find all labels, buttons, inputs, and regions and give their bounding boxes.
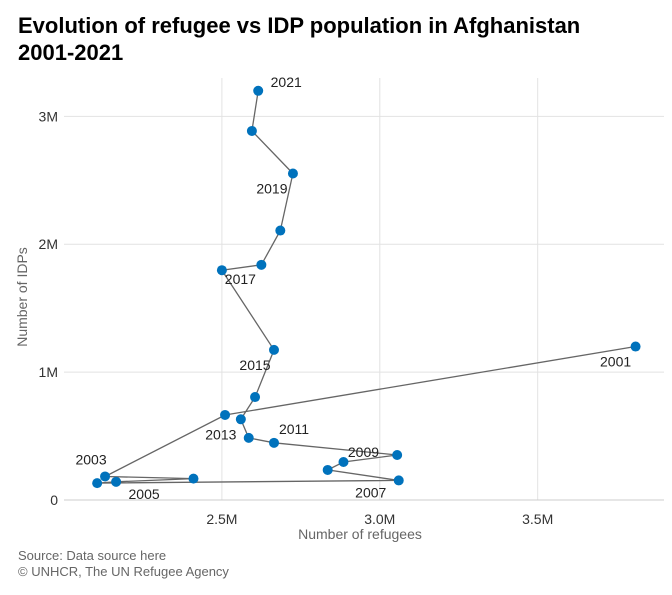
point-label: 2005 [129, 486, 160, 502]
data-point [630, 341, 641, 352]
data-point [216, 265, 227, 276]
x-tick-label: 2.5M [206, 511, 237, 527]
data-point [269, 344, 279, 355]
points [92, 85, 641, 489]
point-label: 2001 [600, 354, 631, 370]
point-label: 2013 [205, 426, 236, 442]
point-label: 2003 [75, 451, 106, 467]
data-point [111, 476, 122, 487]
y-tick-label: 3M [39, 108, 58, 124]
data-point [235, 414, 246, 425]
data-point [275, 225, 286, 236]
data-point [392, 449, 403, 460]
data-point [250, 392, 261, 403]
point-label: 2015 [239, 357, 270, 373]
data-point [393, 475, 404, 486]
point-labels: 2001 2003 2005 2007 2009 2011 2013 2015 2017 2019… [75, 74, 631, 502]
connector-line [97, 90, 636, 484]
credit-note: © UNHCR, The UN Refugee Agency [18, 564, 229, 579]
point-label: 2019 [256, 181, 287, 197]
chart-title: Evolution of refugee vs IDP population i… [18, 12, 658, 66]
footer: Source: Data source here © UNHCR, The UN… [18, 548, 229, 580]
y-tick-label: 2M [39, 236, 58, 252]
point-label: 2021 [271, 74, 302, 90]
y-axis-title: Number of IDPs [14, 247, 30, 347]
axes: 2.5M 3.0M 3.5M 0 1M 2M 3M Number of refugees Num… [14, 108, 553, 542]
data-point [287, 168, 298, 179]
data-point [269, 437, 279, 448]
chart-title-line-1: Evolution of refugee vs IDP population i… [18, 13, 581, 38]
x-tick-label: 3.5M [522, 511, 553, 527]
data-point [188, 473, 199, 484]
grid [64, 78, 664, 501]
data-point [220, 409, 231, 420]
data-point [100, 471, 111, 482]
connector-lines [97, 90, 636, 484]
data-point [253, 85, 264, 96]
data-point [256, 259, 267, 270]
data-point [246, 125, 257, 136]
x-axis-title: Number of refugees [298, 526, 422, 542]
point-label: 2007 [355, 484, 386, 500]
y-tick-label: 0 [50, 492, 58, 508]
point-label: 2017 [225, 271, 256, 287]
source-note: Source: Data source here [18, 548, 167, 563]
x-tick-label: 3.0M [364, 511, 395, 527]
point-label: 2011 [279, 421, 309, 437]
chart-title-line-2: 2001-2021 [18, 40, 124, 65]
data-point [92, 478, 103, 489]
data-point [322, 464, 333, 475]
data-point [338, 457, 349, 468]
data-point [243, 432, 254, 443]
point-label: 2009 [348, 444, 379, 460]
y-tick-label: 1M [39, 364, 58, 380]
